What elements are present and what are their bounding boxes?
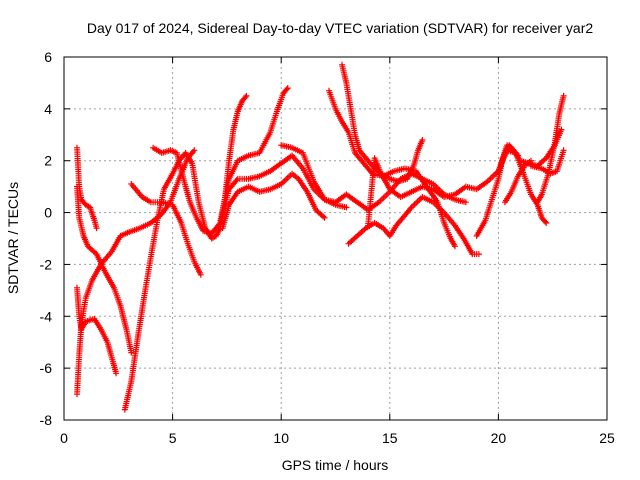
y-tick-label: 2 [44,153,52,169]
data-point-markers [74,183,135,356]
x-tick-label: 15 [382,430,398,446]
data-point-markers [128,181,204,278]
data-series-arc-6 [128,181,204,278]
y-tick-label: 4 [44,101,52,117]
y-tick-label: 0 [44,205,52,221]
data-series-arc-9 [217,85,291,224]
x-tick-label: 20 [491,430,507,446]
data-point-markers [121,92,250,413]
data-series-arc-12 [339,61,426,185]
data-series-arc-19 [501,157,534,206]
data-point-markers [217,85,291,224]
data-series-arc-5 [121,92,250,413]
y-axis-label: SDTVAR / TECUs [5,182,21,294]
x-tick-label: 25 [599,430,615,446]
ticks: 0 5 10 15 20 25 -8 -6 -4 -2 0 2 4 6 [40,49,615,446]
x-tick-label: 0 [60,430,68,446]
chart-title: Day 017 of 2024, Sidereal Day-to-day VTE… [87,20,593,36]
data-points [74,61,567,413]
data-series-arc-8 [219,170,328,232]
data-point-markers [345,194,482,258]
plot-border [63,56,608,421]
data-series-arc-11 [326,87,458,250]
y-tick-label: -6 [40,360,53,376]
y-tick-label: -8 [40,412,53,428]
data-point-markers [278,142,350,211]
data-point-markers [534,92,567,206]
data-point-markers [326,87,458,250]
data-point-markers [150,144,469,237]
data-point-markers [501,157,534,206]
data-point-markers [528,147,567,177]
y-tick-label: 6 [44,49,52,65]
data-series-arc-17 [534,92,567,206]
y-tick-label: -2 [40,256,53,272]
data-series-arc-7 [150,144,469,237]
data-series-arc-18 [528,147,567,177]
data-point-markers [339,61,426,185]
y-tick-label: -4 [40,308,53,324]
data-series-arc-10 [278,142,350,211]
x-axis-label: GPS time / hours [282,457,389,473]
x-tick-label: 5 [169,430,177,446]
data-point-markers [219,170,328,232]
data-series-arc-4 [74,183,135,356]
data-series-arc-13 [345,194,482,258]
x-tick-label: 10 [273,430,289,446]
